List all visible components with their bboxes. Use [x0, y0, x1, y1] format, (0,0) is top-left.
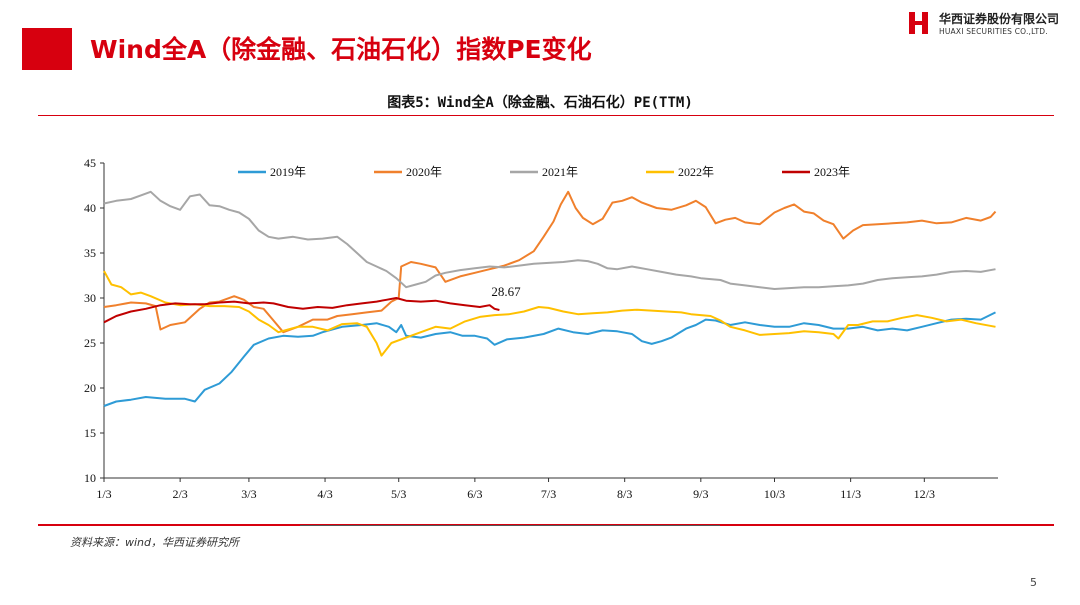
x-tick-label: 3/3: [241, 487, 256, 501]
x-tick-label: 7/3: [541, 487, 556, 501]
logo-chinese-name: 华西证券股份有限公司: [939, 12, 1060, 26]
y-tick-label: 15: [84, 426, 96, 440]
y-tick-label: 25: [84, 336, 96, 350]
legend-label-2023: 2023年: [814, 165, 850, 179]
y-tick-label: 45: [84, 156, 96, 170]
bottom-divider-accent: [300, 525, 720, 526]
y-tick-label: 10: [84, 471, 96, 485]
top-divider: [38, 115, 1054, 116]
x-tick-label: 9/3: [693, 487, 708, 501]
figure-title: 图表5：Wind全A（除金融、石油石化）PE(TTM): [387, 95, 693, 111]
series-line-2022: [103, 270, 996, 357]
logo-english-name: HUAXI SECURITIES CO.,LTD.: [939, 27, 1048, 36]
page-number: 5: [1030, 576, 1037, 589]
legend-label-2021: 2021年: [542, 165, 578, 179]
y-tick-label: 20: [84, 381, 96, 395]
x-tick-label: 10/3: [764, 487, 785, 501]
series-line-2023: [103, 297, 500, 324]
y-tick-label: 40: [84, 201, 96, 215]
series-line-2019: [103, 311, 996, 407]
x-tick-label: 11/3: [840, 487, 861, 501]
huaxi-logo-icon: [909, 12, 928, 34]
annotation-last-value: 28.67: [491, 284, 521, 299]
series-line-2020: [103, 190, 997, 334]
x-tick-label: 2/3: [172, 487, 187, 501]
series-line-2021: [103, 190, 996, 290]
slide-title: Wind全A（除金融、石油石化）指数PE变化: [90, 35, 592, 64]
title-accent-block: [22, 28, 72, 70]
legend-label-2019: 2019年: [270, 165, 306, 179]
legend-label-2022: 2022年: [678, 165, 714, 179]
x-tick-label: 4/3: [317, 487, 332, 501]
x-tick-label: 5/3: [391, 487, 406, 501]
x-tick-label: 8/3: [617, 487, 632, 501]
x-tick-label: 6/3: [467, 487, 482, 501]
legend-label-2020: 2020年: [406, 165, 442, 179]
source-note: 资料来源：wind，华西证券研究所: [70, 536, 240, 549]
company-logo: 华西证券股份有限公司 HUAXI SECURITIES CO.,LTD.: [908, 8, 1073, 40]
x-tick-label: 12/3: [914, 487, 935, 501]
x-tick-label: 1/3: [96, 487, 111, 501]
y-tick-label: 30: [84, 291, 96, 305]
y-tick-label: 35: [84, 246, 96, 260]
